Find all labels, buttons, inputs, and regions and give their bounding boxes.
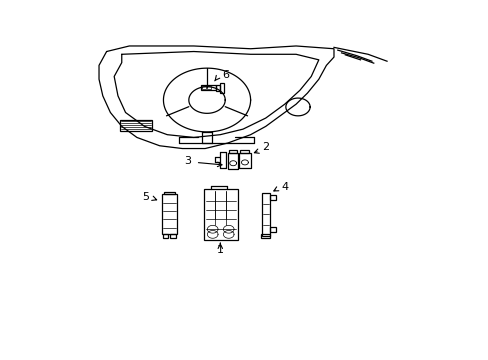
Bar [204, 189, 237, 240]
Bar [170, 234, 176, 238]
Bar [239, 153, 250, 168]
Bar [228, 150, 237, 153]
Bar [220, 82, 224, 93]
Text: 2: 2 [262, 142, 269, 152]
Bar [120, 120, 152, 131]
Bar [163, 234, 168, 238]
Bar [202, 86, 206, 89]
Text: 1: 1 [216, 245, 224, 255]
Bar [261, 234, 270, 238]
Bar [269, 227, 276, 232]
Bar [161, 194, 177, 234]
Bar [240, 150, 249, 153]
Text: 3: 3 [184, 156, 191, 166]
Bar [215, 85, 220, 91]
Text: 4: 4 [281, 183, 288, 192]
Text: 6: 6 [222, 70, 229, 80]
Bar [262, 193, 269, 236]
Bar [201, 85, 215, 90]
Bar [269, 195, 276, 200]
Bar [227, 153, 238, 169]
Text: 5: 5 [142, 192, 148, 202]
Bar [207, 86, 211, 89]
Bar [164, 192, 175, 194]
